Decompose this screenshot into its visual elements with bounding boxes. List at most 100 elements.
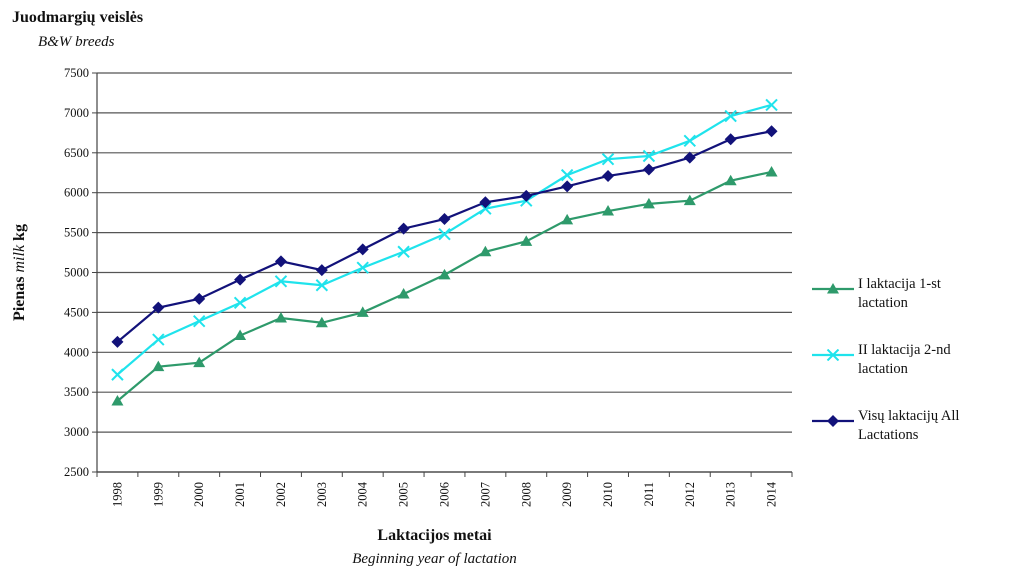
data-point — [520, 235, 533, 246]
x-tick-label: 2007 — [478, 482, 492, 507]
x-tick-label: 2011 — [642, 482, 656, 507]
data-point — [274, 275, 288, 288]
data-point — [683, 134, 697, 148]
y-tick-label: 6000 — [64, 186, 89, 200]
x-tick-label: 2006 — [438, 482, 452, 507]
x-marker-stroke — [111, 368, 124, 381]
data-point — [642, 197, 655, 209]
data-point — [234, 273, 247, 286]
legend-label-line: I laktacija 1-st — [858, 276, 941, 292]
data-point — [561, 213, 574, 225]
data-point — [397, 288, 410, 299]
x-axis-title: Laktacijos metai — [377, 527, 492, 544]
x-marker-stroke — [601, 152, 615, 166]
x-tick-label: 2002 — [274, 482, 288, 507]
series-line-3 — [116, 130, 772, 343]
data-point — [560, 168, 574, 182]
y-tick-label: 4500 — [64, 305, 89, 319]
y-axis-title: Pienas milk kg — [11, 224, 28, 321]
data-point — [234, 329, 247, 341]
x-tick-label: 2008 — [519, 482, 533, 507]
data-point — [356, 261, 369, 274]
x-marker-stroke — [683, 134, 697, 148]
data-point — [479, 196, 492, 209]
x-marker-stroke — [826, 349, 840, 361]
data-point — [152, 301, 165, 314]
x-tick-label: 1998 — [110, 482, 124, 507]
x-axis-subtitle: Beginning year of lactation — [352, 551, 517, 567]
data-point — [111, 368, 124, 381]
series-line-1 — [116, 170, 772, 402]
x-marker-stroke — [479, 202, 492, 215]
legend-marker — [826, 349, 840, 361]
data-point — [479, 202, 492, 215]
data-point — [724, 174, 737, 186]
data-point — [356, 243, 369, 256]
data-point — [642, 163, 655, 176]
data-point — [193, 292, 206, 305]
legend-symbol-diamond — [812, 415, 854, 427]
y-tick-label: 5500 — [64, 226, 89, 240]
data-point — [765, 125, 778, 138]
data-point — [724, 109, 737, 123]
x-marker-stroke — [274, 275, 288, 288]
chart-subtitle: B&W breeds — [38, 34, 115, 50]
data-point — [438, 213, 451, 226]
data-point — [765, 98, 778, 112]
x-tick-label: 2014 — [765, 481, 779, 507]
legend-item-first-lactation: I laktacija 1-st lactation — [812, 276, 1008, 318]
y-tick-label: 7500 — [64, 66, 89, 80]
legend: I laktacija 1-st lactation II laktacija … — [812, 276, 1008, 476]
data-point — [683, 194, 696, 206]
y-tick-label: 3000 — [64, 425, 89, 439]
x-marker-stroke — [765, 98, 778, 112]
x-tick-label: 2003 — [315, 482, 329, 507]
legend-marker — [827, 415, 839, 427]
data-point — [724, 133, 737, 146]
y-tick-label: 6500 — [64, 146, 89, 160]
data-point — [233, 296, 247, 310]
x-marker-stroke — [724, 109, 737, 123]
data-point — [111, 394, 124, 406]
data-point — [315, 316, 328, 328]
x-marker-stroke — [315, 279, 329, 292]
data-point — [520, 189, 533, 202]
x-marker-stroke — [356, 261, 369, 274]
legend-label-line: Lactations — [858, 427, 919, 443]
data-point — [192, 314, 206, 328]
x-tick-label: 2009 — [560, 482, 574, 507]
data-point — [642, 149, 656, 163]
y-tick-label: 3500 — [64, 385, 89, 399]
data-point — [315, 264, 328, 277]
legend-label-line: lactation — [858, 361, 908, 377]
legend-symbol-x — [812, 349, 854, 361]
x-marker-stroke — [152, 333, 165, 346]
x-tick-label: 2012 — [683, 482, 697, 507]
data-point — [765, 165, 778, 177]
data-point — [397, 222, 410, 235]
legend-symbol-triangle — [812, 283, 854, 294]
x-marker-stroke — [438, 227, 451, 241]
y-axis-title-part: kg — [11, 224, 28, 241]
data-point — [561, 180, 574, 193]
x-marker-stroke — [192, 314, 206, 328]
data-point — [397, 245, 410, 258]
data-point — [152, 360, 165, 372]
x-marker-stroke — [233, 296, 247, 310]
data-point — [479, 245, 492, 257]
legend-item-second-lactation: II laktacija 2-nd lactation — [812, 342, 1008, 384]
legend-label-line: II laktacija 2-nd — [858, 342, 951, 358]
data-point — [274, 255, 287, 268]
x-marker-stroke — [397, 245, 410, 258]
x-tick-label: 2010 — [601, 482, 615, 507]
x-tick-label: 2013 — [724, 482, 738, 507]
chart-title: Juodmargių veislės — [12, 9, 144, 26]
data-point — [601, 152, 615, 166]
y-tick-label: 2500 — [64, 465, 89, 479]
x-tick-label: 2004 — [356, 481, 370, 507]
x-tick-label: 2001 — [233, 482, 247, 507]
x-marker-stroke — [560, 168, 574, 182]
data-point — [438, 227, 451, 241]
data-point — [315, 279, 329, 292]
